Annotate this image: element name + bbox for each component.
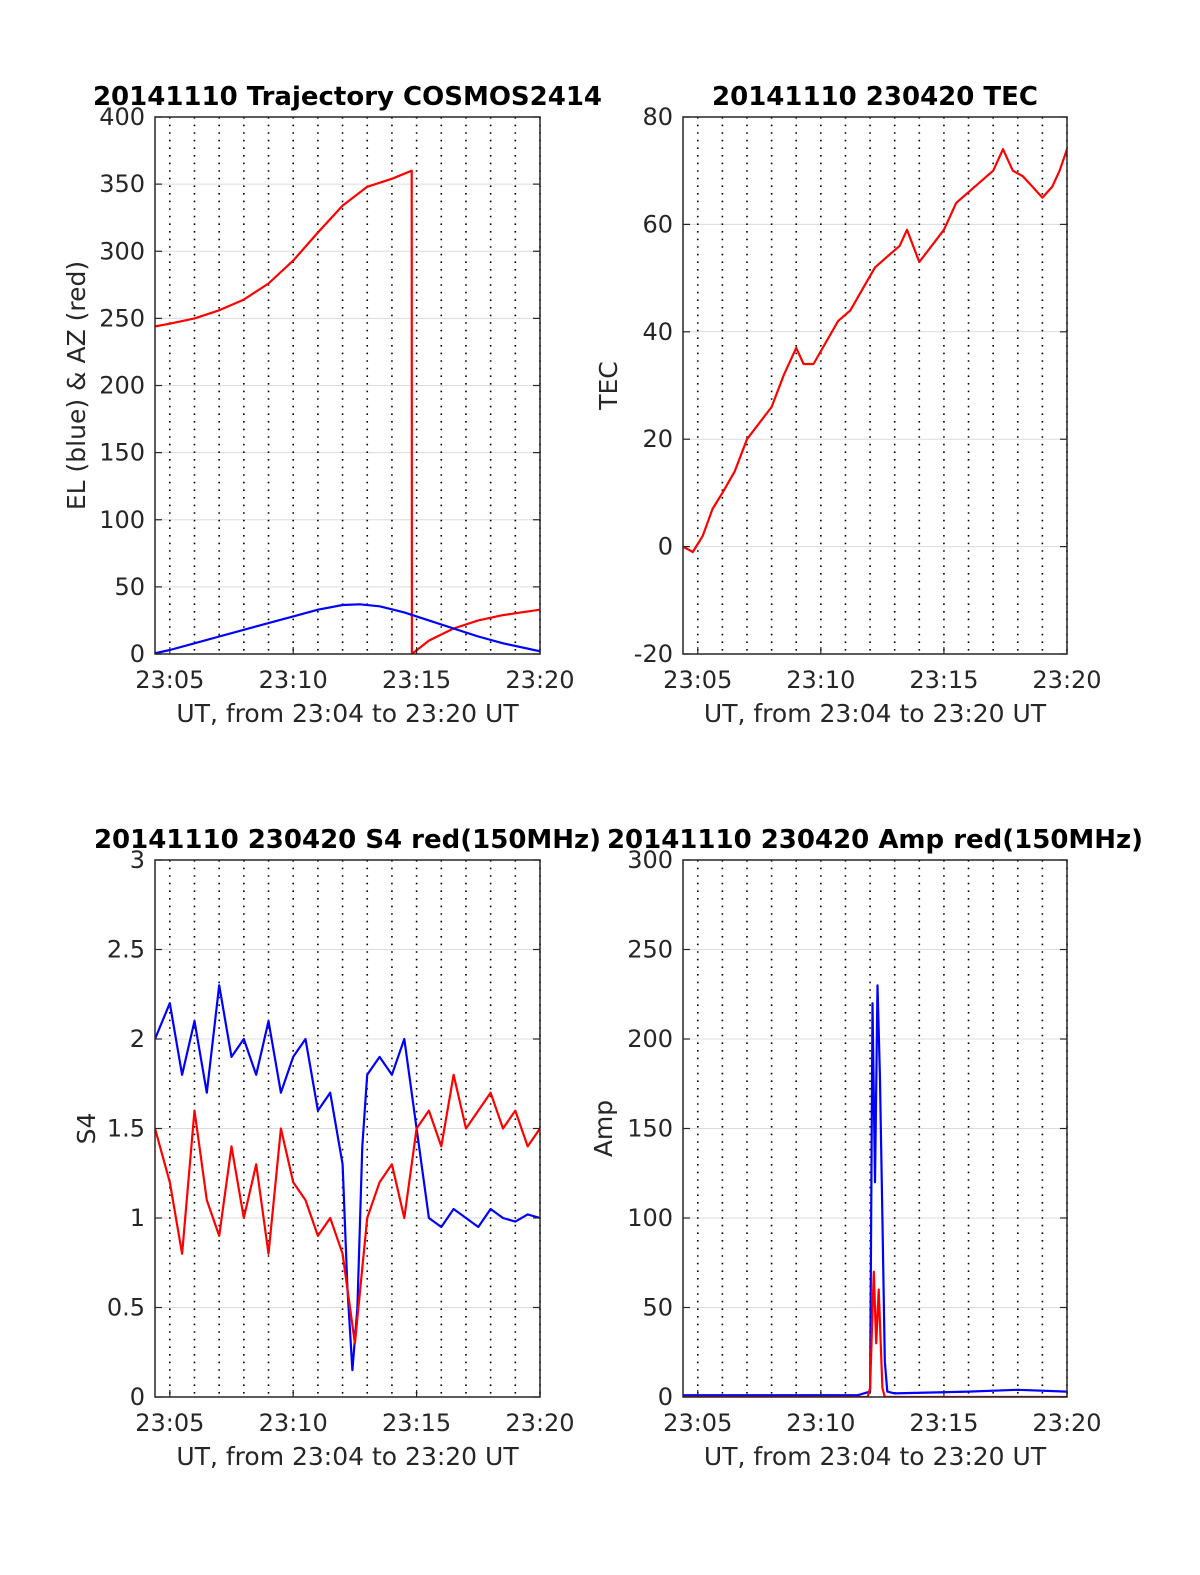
x-tick-label: 23:05 bbox=[663, 1409, 732, 1437]
y-axis-label: Amp bbox=[589, 1100, 618, 1157]
chart-panel-3: 0 0.5 1 1.5 2 2.5 3 23:05 23:10 23:15 23:20 2014111… bbox=[72, 825, 601, 1471]
y-tick-label: 3 bbox=[130, 846, 145, 874]
x-tick-label: 23:15 bbox=[909, 666, 978, 694]
chart-panel-4: 0 50 100 150 200 250 300 23:05 23:10 23:15 23:20 20… bbox=[589, 825, 1143, 1471]
x-tick-label: 23:15 bbox=[382, 1409, 451, 1437]
y-tick-label: 60 bbox=[642, 210, 673, 238]
y-tick-label: 2.5 bbox=[107, 936, 145, 964]
x-tick-label: 23:10 bbox=[259, 666, 328, 694]
y-tick-label: 0 bbox=[658, 1383, 673, 1411]
y-tick-label: 40 bbox=[642, 318, 673, 346]
y-tick-label: 200 bbox=[627, 1025, 673, 1053]
y-tick-label: 100 bbox=[627, 1204, 673, 1232]
y-axis-label: TEC bbox=[594, 361, 623, 411]
y-axis-label: EL (blue) & AZ (red) bbox=[62, 261, 91, 510]
x-tick-label: 23:10 bbox=[259, 1409, 328, 1437]
y-tick-label: 150 bbox=[627, 1115, 673, 1143]
axes-box bbox=[682, 116, 1068, 655]
y-tick-label: 20 bbox=[642, 425, 673, 453]
y-tick-label: -20 bbox=[634, 640, 673, 668]
y-tick-label: 150 bbox=[99, 439, 145, 467]
series-line-1 bbox=[155, 984, 540, 1372]
y-tick-label: 350 bbox=[99, 170, 145, 198]
x-axis-label: UT, from 23:04 to 23:20 UT bbox=[176, 699, 519, 728]
y-axis-label: S4 bbox=[72, 1113, 101, 1145]
series-line-1 bbox=[155, 169, 540, 654]
y-tick-label: 300 bbox=[627, 846, 673, 874]
x-axis-label: UT, from 23:04 to 23:20 UT bbox=[704, 699, 1047, 728]
y-tick-label: 0 bbox=[658, 533, 673, 561]
x-tick-label: 23:20 bbox=[1032, 666, 1101, 694]
y-tick-label: 200 bbox=[99, 372, 145, 400]
chart-title: 20141110 230420 Amp red(150MHz) bbox=[607, 825, 1143, 855]
series-line-2 bbox=[155, 1073, 540, 1345]
x-tick-label: 23:20 bbox=[505, 1409, 574, 1437]
y-tick-label: 50 bbox=[642, 1294, 673, 1322]
y-tick-label: 1 bbox=[130, 1204, 145, 1232]
y-tick-label: 0.5 bbox=[107, 1294, 145, 1322]
x-tick-label: 23:05 bbox=[135, 1409, 204, 1437]
x-tick-label: 23:20 bbox=[505, 666, 574, 694]
chart-panel-1: 0 50 100 150 200 250 300 350 400 23:05 23:10 23:15 2… bbox=[62, 82, 602, 728]
y-tick-label: 400 bbox=[99, 103, 145, 131]
y-tick-label: 300 bbox=[99, 237, 145, 265]
y-tick-label: 250 bbox=[99, 304, 145, 332]
y-tick-label: 0 bbox=[130, 640, 145, 668]
x-tick-label: 23:05 bbox=[663, 666, 732, 694]
x-tick-label: 23:15 bbox=[382, 666, 451, 694]
chart-title: 20141110 230420 TEC bbox=[712, 82, 1038, 112]
series-line-2 bbox=[683, 1270, 1067, 1397]
x-tick-label: 23:15 bbox=[909, 1409, 978, 1437]
x-axis-label: UT, from 23:04 to 23:20 UT bbox=[176, 1442, 519, 1471]
series-line-1 bbox=[683, 148, 1067, 554]
y-tick-label: 250 bbox=[627, 936, 673, 964]
y-tick-label: 50 bbox=[114, 573, 145, 601]
x-tick-label: 23:10 bbox=[786, 1409, 855, 1437]
x-axis-label: UT, from 23:04 to 23:20 UT bbox=[704, 1442, 1047, 1471]
x-tick-label: 23:10 bbox=[786, 666, 855, 694]
y-tick-label: 80 bbox=[642, 103, 673, 131]
x-tick-label: 23:20 bbox=[1032, 1409, 1101, 1437]
y-tick-label: 1.5 bbox=[107, 1115, 145, 1143]
series-line-2 bbox=[155, 603, 540, 654]
y-tick-label: 0 bbox=[130, 1383, 145, 1411]
x-tick-label: 23:05 bbox=[135, 666, 204, 694]
chart-title: 20141110 230420 S4 red(150MHz) bbox=[94, 825, 601, 855]
y-tick-label: 2 bbox=[130, 1025, 145, 1053]
chart-panel-2: -20 0 20 40 60 80 23:05 23:10 23:15 23:20 20141110… bbox=[594, 82, 1102, 728]
chart-title: 20141110 Trajectory COSMOS2414 bbox=[93, 82, 602, 112]
y-tick-label: 100 bbox=[99, 506, 145, 534]
